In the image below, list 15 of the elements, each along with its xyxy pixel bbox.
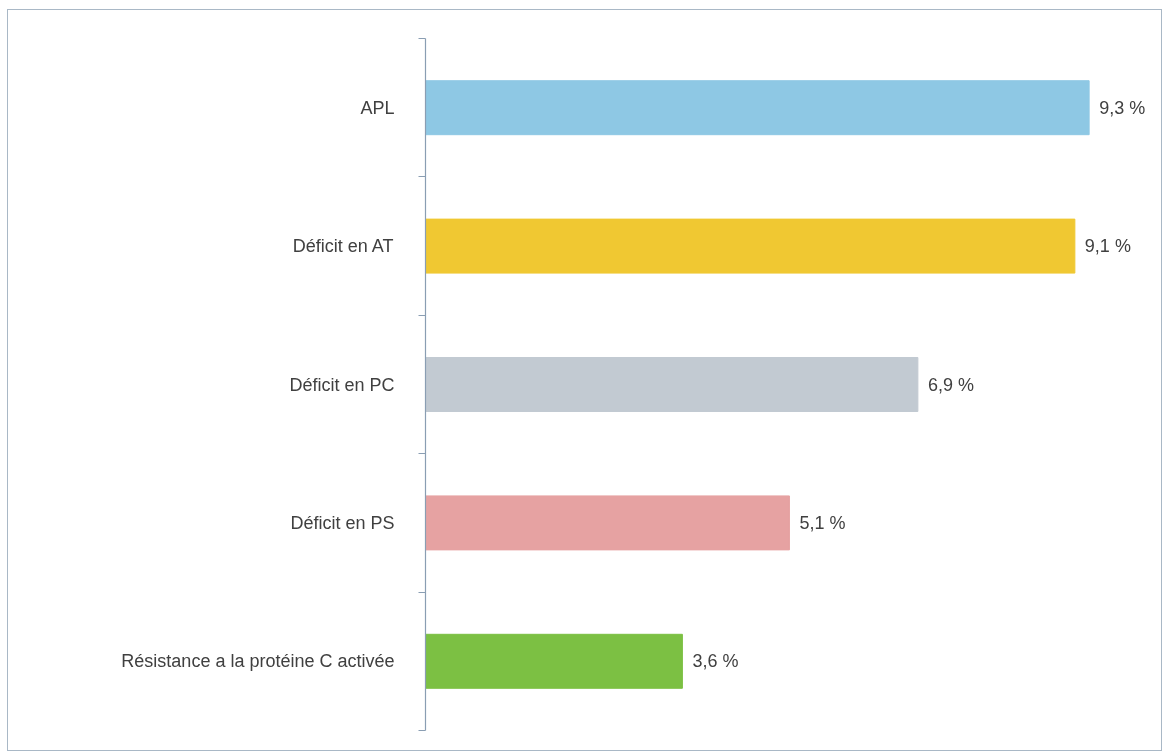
y-tick-label: Déficit en PS [290,512,395,533]
bar [425,495,790,551]
data-label: 5,1 % [799,512,846,533]
bar [425,357,919,412]
data-label: 6,9 % [927,374,974,395]
data-label: 3,6 % [692,651,739,672]
y-tick-label: APL [360,97,395,118]
bar [425,633,683,689]
data-label: 9,3 % [1099,97,1146,118]
data-label: 9,1 % [1084,236,1131,257]
bar [425,80,1090,136]
y-tick-label: Déficit en PC [289,374,395,395]
bar [425,218,1076,274]
y-tick-label: Déficit en AT [292,236,394,257]
y-tick-label: Résistance a la protéine C activée [121,651,395,672]
